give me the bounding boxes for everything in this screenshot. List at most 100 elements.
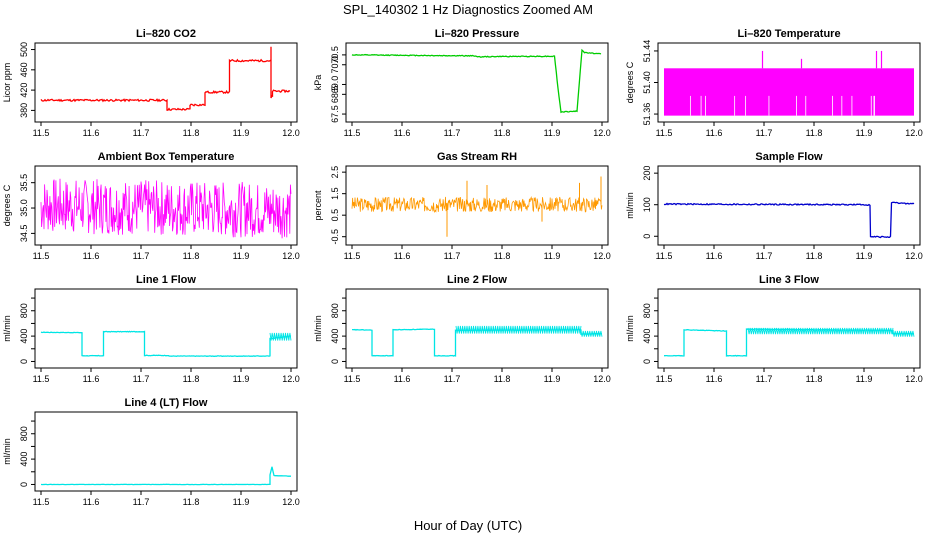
panel-title: Line 2 Flow: [447, 274, 507, 286]
x-tick-label: 11.9: [233, 497, 250, 507]
x-tick-label: 11.8: [806, 374, 823, 384]
x-tick-label: 11.9: [233, 251, 250, 261]
plot-frame: [34, 288, 298, 369]
x-tick-label: 11.7: [133, 251, 150, 261]
y-tick-label: 0: [330, 359, 340, 364]
x-tick-label: 11.9: [233, 128, 250, 138]
x-tick-label: 11.8: [183, 251, 200, 261]
y-tick-label: 800: [642, 303, 652, 318]
x-tick-label: 11.5: [344, 128, 361, 138]
y-tick-label: 51.44: [642, 40, 652, 63]
y-tick-label: 0: [642, 359, 652, 364]
y-tick-label: 460: [19, 62, 29, 77]
series-line: [41, 466, 291, 486]
series-line: [663, 201, 915, 239]
series-noise: [351, 196, 603, 213]
x-tick-label: 11.8: [183, 497, 200, 507]
x-tick-label: 11.5: [656, 251, 673, 261]
figure-title: SPL_140302 1 Hz Diagnostics Zoomed AM: [342, 2, 594, 17]
panel-rh: Gas Stream RH percent 11.5 11.6 11.7 11.8 11.9…: [313, 151, 611, 261]
plot-frame: [657, 165, 921, 246]
x-tick-label: 11.7: [444, 128, 461, 138]
panel-line1: Line 1 Flow ml/min 11.5 11.6 11.7 11.8 11.9 12.…: [2, 274, 300, 384]
y-tick-label: 200: [642, 166, 652, 181]
y-tick-label: 800: [19, 303, 29, 318]
y-axis-label: ml/min: [625, 315, 635, 342]
series-noise: [40, 178, 292, 239]
y-axis-label: percent: [313, 190, 323, 221]
panel-pressure: Li–820 Pressure kPa 11.5 11.6 11.7 11.8 11.9 12…: [313, 28, 611, 138]
panel-title: Li–820 Temperature: [737, 28, 840, 40]
y-tick-label: 35.0: [19, 199, 29, 217]
panel-title: Gas Stream RH: [437, 151, 517, 163]
y-tick-label: 2.5: [330, 166, 340, 179]
x-axis-title: Hour of Day (UTC): [413, 518, 523, 533]
x-tick-label: 12.0: [905, 374, 923, 384]
series-oscillation: [747, 327, 894, 335]
y-tick-label: 34.5: [19, 225, 29, 243]
plot-frame: [657, 288, 921, 369]
series-line: [40, 330, 292, 357]
plot-frame: [345, 165, 609, 246]
y-axis-label: kPa: [313, 75, 323, 91]
y-tick-label: 800: [19, 426, 29, 441]
plot-frame: [34, 165, 298, 246]
x-tick-label: 11.7: [756, 128, 773, 138]
x-tick-label: 11.8: [183, 128, 200, 138]
y-tick-label: 400: [642, 329, 652, 344]
x-tick-label: 12.0: [282, 128, 300, 138]
y-tick-label: 500: [19, 42, 29, 57]
y-axis-label: degrees C: [2, 184, 12, 226]
x-tick-label: 12.0: [593, 374, 611, 384]
x-tick-label: 11.7: [133, 497, 150, 507]
y-tick-label: 68.5: [330, 86, 340, 104]
plot-frame: [345, 42, 609, 123]
x-tick-label: 12.0: [593, 251, 611, 261]
panel-line3: Line 3 Flow ml/min 11.5 11.6 11.7 11.8 11.9 12.…: [625, 274, 923, 384]
x-tick-label: 11.5: [656, 128, 673, 138]
y-axis-label: ml/min: [2, 315, 12, 342]
x-tick-label: 11.7: [756, 374, 773, 384]
x-tick-label: 11.5: [656, 374, 673, 384]
series-oscillation: [892, 330, 915, 337]
series-oscillation: [455, 325, 582, 334]
x-tick-label: 11.8: [494, 128, 511, 138]
x-tick-label: 11.6: [394, 251, 411, 261]
x-tick-label: 11.6: [394, 128, 411, 138]
y-tick-label: 380: [19, 103, 29, 118]
x-tick-label: 11.8: [183, 374, 200, 384]
x-tick-label: 11.5: [344, 251, 361, 261]
x-tick-label: 11.9: [544, 128, 561, 138]
y-tick-label: 67.5: [330, 105, 340, 123]
plot-frame: [34, 42, 298, 123]
y-axis-label: ml/min: [2, 438, 12, 465]
panel-title: Li–820 Pressure: [435, 28, 519, 40]
y-tick-label: 400: [19, 329, 29, 344]
y-tick-label: 69.0: [330, 76, 340, 94]
x-tick-label: 11.8: [806, 251, 823, 261]
plot-frame: [345, 288, 609, 369]
y-tick-label: 0: [19, 482, 29, 487]
x-tick-label: 11.7: [756, 251, 773, 261]
panel-line2: Line 2 Flow ml/min 11.5 11.6 11.7 11.8 11.9 12.…: [313, 274, 611, 384]
plot-frame: [34, 411, 298, 492]
y-tick-label: 400: [330, 329, 340, 344]
x-tick-label: 11.6: [83, 251, 100, 261]
x-tick-label: 11.6: [706, 128, 723, 138]
x-tick-label: 11.6: [706, 251, 723, 261]
panel-li_temp: Li–820 Temperature degrees C 11.5 11.6 11.7 1…: [625, 28, 923, 138]
y-axis-label: degrees C: [625, 61, 635, 103]
x-tick-label: 11.6: [83, 497, 100, 507]
panel-title: Sample Flow: [755, 151, 823, 163]
series-line: [351, 48, 602, 114]
y-tick-label: 51.40: [642, 71, 652, 94]
y-axis-label: Licor ppm: [2, 63, 12, 103]
x-tick-label: 11.9: [856, 128, 873, 138]
x-tick-label: 11.8: [494, 251, 511, 261]
x-tick-label: 11.5: [33, 128, 50, 138]
y-tick-label: 70.0: [330, 56, 340, 74]
y-tick-label: 70.5: [330, 46, 340, 64]
x-tick-label: 11.8: [494, 374, 511, 384]
series-oscillation: [580, 330, 603, 337]
panel-co2: Li–820 CO2 Licor ppm 11.5 11.6 11.7 11.8 11.9 1…: [2, 28, 300, 138]
